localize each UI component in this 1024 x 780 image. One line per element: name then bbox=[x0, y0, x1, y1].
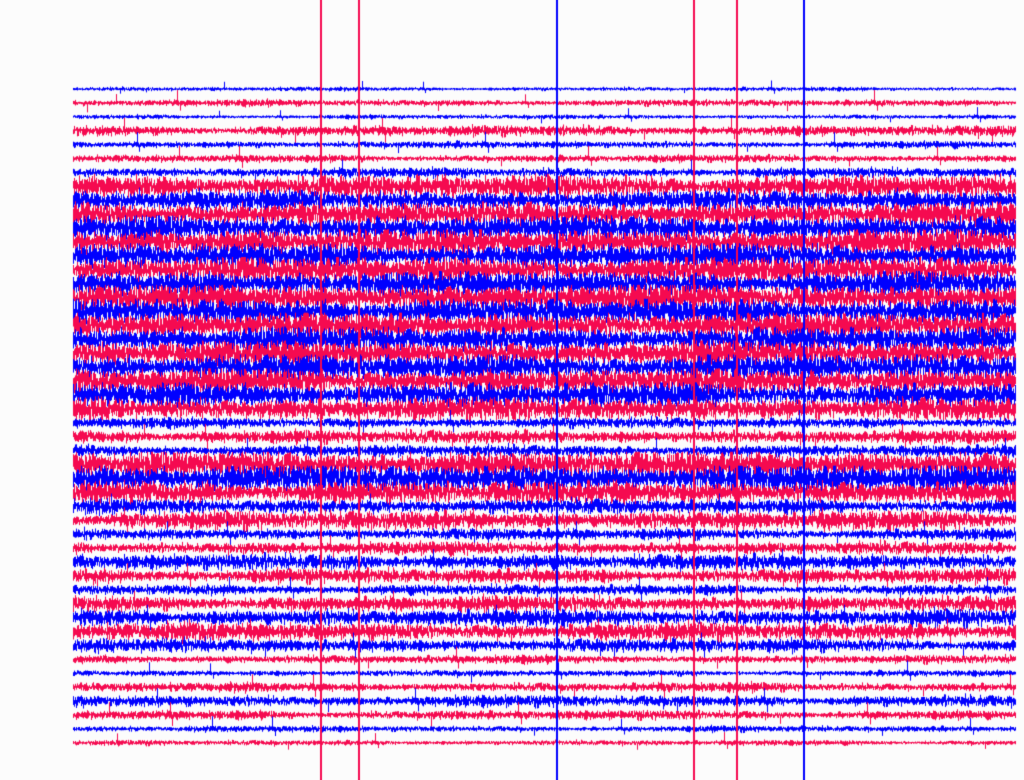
seismogram-traces bbox=[0, 0, 1024, 780]
helicorder-plot: 1Y Rentina Applied filter: WWSSN-SP 2025… bbox=[0, 0, 1024, 780]
